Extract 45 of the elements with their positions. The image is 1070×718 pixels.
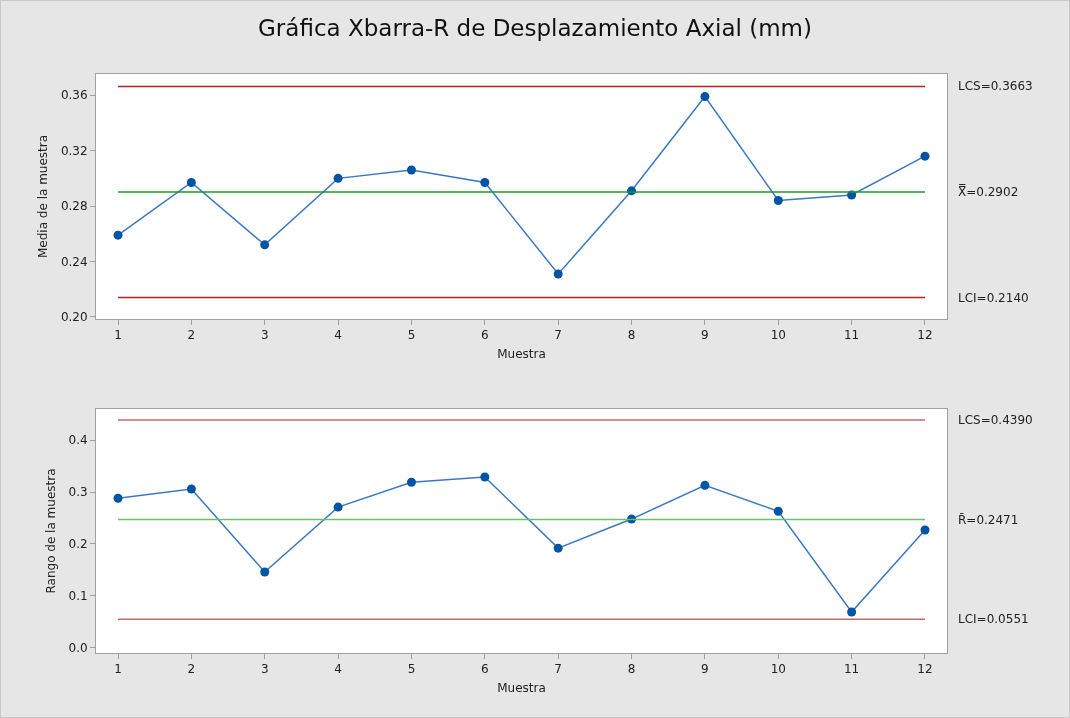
- x-tick-label: 4: [334, 662, 342, 677]
- x-tick-label: 8: [627, 662, 636, 677]
- x-tick-label: 12: [917, 328, 933, 343]
- x-tick-label: 3: [260, 328, 269, 343]
- x-tick-label: 7: [554, 328, 562, 343]
- x-tick-label: 9: [701, 328, 709, 343]
- x-tick-label: 12: [917, 662, 933, 677]
- y-tick-label: 0.2: [68, 537, 88, 552]
- y-tick-label: 0.28: [60, 199, 88, 214]
- y-axis-title: Media de la muestra: [36, 134, 51, 259]
- y-tick-label: 0.1: [68, 589, 88, 604]
- y-tick-label: 0.3: [68, 485, 88, 500]
- x-tick-label: 7: [554, 662, 562, 677]
- ref-line-label: LCS=0.4390: [958, 413, 1033, 427]
- y-tick-label: 0.36: [60, 88, 88, 103]
- x-tick-label: 1: [114, 662, 122, 677]
- x-tick-label: 6: [481, 328, 489, 343]
- x-tick-label: 11: [843, 328, 860, 343]
- x-tick-label: 8: [627, 328, 636, 343]
- y-tick-label: 0.32: [60, 143, 88, 158]
- x-tick-label: 5: [407, 662, 416, 677]
- x-tick-label: 6: [481, 662, 489, 677]
- y-axis-title: Rango de la muestra: [43, 468, 58, 594]
- x-tick-label: 4: [334, 328, 342, 343]
- y-tick-label: 0.4: [68, 433, 88, 448]
- x-tick-label: 9: [701, 662, 709, 677]
- x-tick-label: 1: [114, 328, 122, 343]
- chart-title: Gráfica Xbarra-R de Desplazamiento Axial (mm): [258, 15, 812, 41]
- x-tick-label: 10: [770, 662, 786, 677]
- y-tick-label: 0.0: [68, 641, 88, 656]
- y-tick-label: 0.20: [60, 310, 88, 325]
- x-tick-label: 2: [187, 662, 196, 677]
- ref-line-label: R̄=0.2471: [958, 513, 1019, 528]
- x-tick-label: 3: [260, 662, 269, 677]
- x-tick-label: 11: [843, 662, 860, 677]
- ref-line-label: X̿=0.2902: [958, 184, 1019, 200]
- ref-line-label: LCI=0.2140: [958, 291, 1029, 305]
- x-tick-label: 5: [407, 328, 416, 343]
- x-axis-title: Muestra: [497, 681, 546, 696]
- ref-line-label: LCI=0.0551: [958, 612, 1029, 626]
- ref-line-label: LCS=0.3663: [958, 79, 1033, 93]
- x-axis-title: Muestra: [497, 347, 546, 362]
- x-tick-label: 10: [770, 328, 786, 343]
- y-tick-label: 0.24: [60, 254, 88, 269]
- x-tick-label: 2: [187, 328, 196, 343]
